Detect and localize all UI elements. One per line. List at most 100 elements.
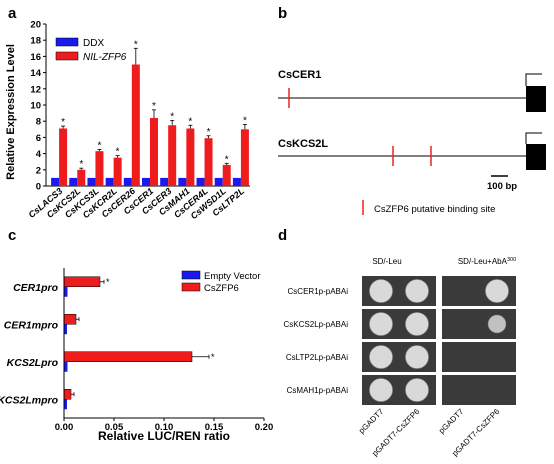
a-sig-mark: * (170, 111, 174, 122)
a-y-tick-label: 0 (36, 182, 41, 193)
a-bar-nil-zfp6 (204, 138, 213, 186)
a-sig-mark: * (116, 147, 120, 158)
d-yeast-colony (369, 279, 393, 303)
a-bar-ddx (214, 177, 223, 186)
c-bar-cszfp6 (63, 314, 77, 325)
a-legend-swatch-nil (55, 51, 79, 61)
a-y-tick-label: 20 (30, 20, 41, 31)
a-bar-nil-zfp6 (113, 157, 122, 186)
a-bar-nil-zfp6 (131, 64, 140, 186)
d-yeast-colony (405, 312, 429, 336)
b-legend-text: CsZFP6 putative binding site (374, 204, 495, 215)
d-plate-strip (442, 375, 516, 405)
d-header-sd-leu: SD/-Leu (372, 257, 401, 266)
d-yeast-colony (405, 345, 429, 369)
a-y-axis-label: Relative Expression Level (5, 44, 17, 180)
a-bar-nil-zfp6 (59, 128, 68, 186)
a-bar-ddx (105, 177, 114, 186)
b-kcs2l-tss-arrow (525, 132, 542, 144)
d-row-label: CsKCS2Lp-pABAi (284, 320, 349, 329)
a-bar-ddx (69, 177, 78, 186)
d-row-label: CsCER1p-pABAi (288, 287, 349, 296)
c-bar-empty-vector (64, 399, 67, 410)
expression-bar-chart: Relative Expression Level 0 2 4 6 8 10 12 14 16 1… (5, 20, 250, 221)
a-legend-ddx: DDX (83, 38, 104, 49)
a-bar-ddx (196, 177, 205, 186)
c-category-label: KCS2Lmpro (0, 394, 59, 406)
c-legend-empty: Empty Vector (204, 271, 261, 282)
c-bar-empty-vector (64, 324, 67, 335)
c-bar-empty-vector (64, 361, 68, 372)
a-legend-swatch-ddx (55, 37, 79, 47)
c-sig-mark: * (106, 277, 110, 287)
a-sig-mark: * (188, 116, 192, 127)
d-column-label: pGADT7 (357, 407, 386, 436)
a-y-tick-label: 2 (36, 165, 41, 176)
c-x-tick-label: 0.20 (255, 422, 274, 433)
c-category-label: CER1pro (13, 282, 59, 294)
b-gene-cskcs2l: CsKCS2L (278, 138, 328, 150)
panel-label-a: a (8, 5, 17, 22)
a-bar-ddx (87, 177, 96, 186)
a-y-tick-label: 8 (36, 117, 41, 128)
a-bar-nil-zfp6 (150, 117, 158, 186)
a-bar-ddx (142, 177, 150, 186)
d-yeast-colony (369, 378, 393, 402)
c-category-label: CER1mpro (4, 319, 59, 331)
a-bar-ddx (160, 177, 169, 186)
a-bar-ddx (123, 177, 132, 186)
a-sig-mark: * (207, 127, 211, 138)
b-gene-cscer1: CsCER1 (278, 69, 321, 81)
luc-ren-bar-chart: * * 0.00 0.05 0.10 0.15 0.20 CER1pro CER1mpro K… (0, 268, 273, 443)
a-sig-mark: * (79, 159, 83, 170)
a-y-tick-label: 18 (30, 36, 41, 47)
a-bar-nil-zfp6 (186, 128, 195, 186)
a-y-tick-label: 12 (30, 84, 41, 95)
panel-label-b: b (278, 5, 287, 22)
a-sig-mark: * (98, 141, 102, 152)
c-legend-swatch-zfp6 (181, 282, 201, 292)
d-yeast-colony (369, 312, 393, 336)
a-y-tick-label: 14 (30, 68, 41, 79)
c-category-label: KCS2Lpro (7, 357, 59, 369)
d-yeast-colony (405, 378, 429, 402)
c-bar-cszfp6 (63, 276, 101, 287)
a-bar-nil-zfp6 (77, 169, 86, 186)
promoter-diagram: CsCER1 CsKCS2L 100 bp CsZFP6 putative bi… (278, 69, 546, 215)
a-bar-ddx (178, 177, 187, 186)
d-plate-strip (442, 342, 516, 372)
a-bar-nil-zfp6 (222, 164, 231, 186)
c-bar-empty-vector (64, 286, 68, 297)
a-y-tick-label: 10 (30, 101, 41, 112)
a-legend-nil: NIL-ZFP6 (83, 52, 127, 63)
a-sig-mark: * (61, 117, 65, 128)
a-bar-nil-zfp6 (240, 129, 249, 186)
b-cer1-tss-arrow (525, 73, 542, 86)
panel-label-c: c (8, 227, 16, 244)
a-sig-mark: * (225, 154, 229, 165)
d-yeast-colony (485, 279, 509, 303)
c-bar-cszfp6 (63, 389, 72, 400)
c-x-tick-label: 0.10 (155, 422, 174, 433)
yeast-one-hybrid: SD/-Leu SD/-Leu+AbA300 CsCER1p-pABAi CsKC… (284, 257, 517, 458)
d-yeast-colony (487, 314, 507, 334)
c-x-tick-label: 0.05 (105, 422, 124, 433)
c-bar-cszfp6 (63, 351, 193, 362)
c-x-axis-label: Relative LUC/REN ratio (98, 429, 230, 443)
d-yeast-colony (405, 279, 429, 303)
b-kcs2l-exon (526, 144, 546, 170)
a-bar-nil-zfp6 (168, 125, 177, 186)
a-bar-nil-zfp6 (95, 151, 104, 186)
b-cer1-exon (526, 86, 546, 112)
c-sig-mark: * (211, 352, 215, 362)
a-sig-mark: * (152, 101, 156, 112)
a-bar-ddx (232, 177, 241, 186)
c-legend-zfp6: CsZFP6 (204, 283, 239, 294)
panel-label-d: d (278, 227, 287, 244)
d-row-label: CsMAH1p-pABAi (287, 386, 349, 395)
a-sig-mark: * (134, 39, 138, 50)
a-y-tick-label: 16 (30, 52, 41, 63)
a-sig-mark: * (243, 115, 247, 126)
d-row-label: CsLTP2Lp-pABAi (286, 353, 348, 362)
